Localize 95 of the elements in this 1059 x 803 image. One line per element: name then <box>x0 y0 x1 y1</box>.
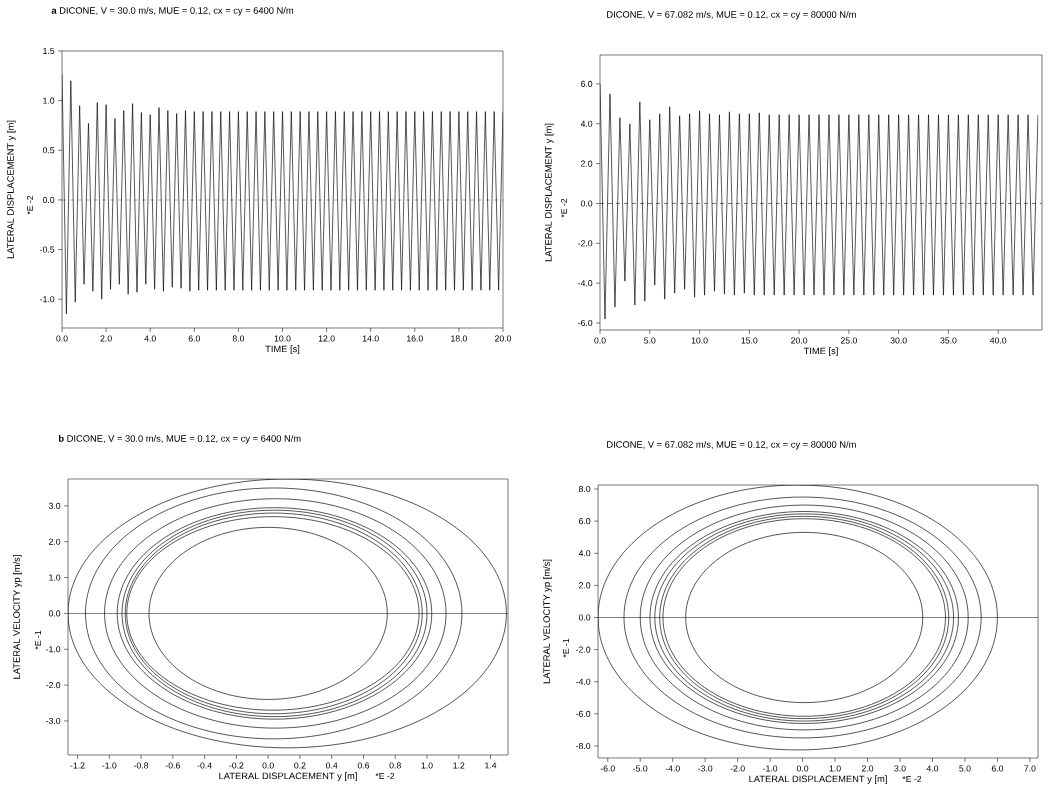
x-tick-label: 16.0 <box>407 335 423 342</box>
x-tick-label: 5.0 <box>959 765 971 772</box>
y-tick-label: 0.5 <box>42 147 55 154</box>
x-axis-title: TIME [s] <box>265 345 300 355</box>
x-tick-label: 1.4 <box>485 762 497 769</box>
x-tick-label: 30.0 <box>890 337 907 344</box>
y-tick-label: -6.0 <box>576 710 591 717</box>
x-axis-title: TIME [s] <box>803 347 838 357</box>
x-tick-label: -6.0 <box>600 765 615 772</box>
x-tick-label: -0.2 <box>229 762 244 769</box>
y-tick-label: 0.0 <box>580 200 593 207</box>
y-tick-label: -1.0 <box>40 296 55 303</box>
x-tick-label: 15.0 <box>741 337 758 344</box>
x-tick-label: -0.8 <box>133 762 149 769</box>
y-axis-title: LATERAL DISPLACEMENT y [m] <box>6 120 16 259</box>
x-tick-label: 35.0 <box>940 337 957 344</box>
x-tick-label: 10.0 <box>274 335 291 342</box>
chart-title: a DICONE, V = 30.0 m/s, MUE = 0.12, cx = cy = 6400 N/m <box>51 6 294 16</box>
chart-title: DICONE, V = 67.082 m/s, MUE = 0.12, cx = cy = 80000 N/m <box>607 10 856 20</box>
x-tick-label: 4.0 <box>144 335 156 342</box>
y-tick-label: -1.0 <box>46 646 61 653</box>
y-tick-label: -4.0 <box>578 280 593 287</box>
y-axis-title: LATERAL VELOCITY yp [m/s] <box>13 555 22 679</box>
text: *E -1 <box>563 638 569 658</box>
x-tick-label: 0.0 <box>594 337 606 344</box>
y-axis-title: LATERAL DISPLACEMENT y [m] <box>544 123 554 262</box>
x-tick-label: 40.0 <box>989 337 1007 344</box>
x-tick-label: 1.2 <box>453 762 465 769</box>
x-tick-label: -0.4 <box>197 762 212 769</box>
text: *E -2 <box>26 195 34 215</box>
x-tick-label: 0.4 <box>326 762 338 769</box>
y-tick-label: 6.0 <box>581 80 593 87</box>
x-tick-label: 20.0 <box>495 335 512 342</box>
x-tick-label: 6.0 <box>188 335 200 342</box>
y-tick-label: 0.0 <box>578 614 591 621</box>
text: *E -2 <box>560 198 568 218</box>
y-tick-label: 3.0 <box>48 502 61 509</box>
x-tick-label: -3.0 <box>698 765 713 772</box>
x-tick-label: 0.6 <box>357 762 370 769</box>
x-tick-label: 0.0 <box>262 762 274 769</box>
y-tick-label: 4.0 <box>580 120 593 127</box>
x-tick-label: 2.0 <box>100 335 112 342</box>
chart-title: b DICONE, V = 30.0 m/s, MUE = 0.12, cx = cy = 6400 N/m <box>58 434 301 444</box>
x-tick-label: 0.8 <box>389 762 401 769</box>
x-tick-label: 5.0 <box>644 337 656 344</box>
x-tick-label: 4.0 <box>926 765 939 772</box>
y-tick-label: 1.0 <box>49 574 61 581</box>
y-tick-label: 1.0 <box>43 97 55 104</box>
x-tick-label: 0.0 <box>56 335 68 342</box>
x-tick-label: -5.0 <box>633 765 648 772</box>
y-tick-label: 2.0 <box>49 538 61 545</box>
x-tick-label: 8.0 <box>232 335 245 342</box>
x-tick-label: -0.6 <box>165 762 180 769</box>
chart-title: DICONE, V = 67.082 m/s, MUE = 0.12, cx = cy = 80000 N/m <box>607 440 856 450</box>
y-tick-label: -3.0 <box>46 717 61 725</box>
x-tick-label: 18.0 <box>451 335 467 342</box>
x-tick-label: 20.0 <box>791 337 808 344</box>
y-tick-label: 2.0 <box>579 582 591 589</box>
x-tick-label: -1.0 <box>102 762 117 769</box>
x-tick-label: -2.0 <box>730 765 745 772</box>
x-tick-label: 0.2 <box>294 762 306 769</box>
x-tick-label: 7.0 <box>1024 765 1036 772</box>
x-tick-label: -1.2 <box>70 762 85 769</box>
x-tick-label: 2.0 <box>861 765 874 772</box>
y-tick-label: 4.0 <box>578 550 591 557</box>
x-tick-label: 10.0 <box>691 337 708 344</box>
x-tick-label: 0.0 <box>796 765 809 772</box>
y-tick-label: -8.0 <box>576 742 591 750</box>
y-tick-label: -2.0 <box>576 646 591 653</box>
x-tick-label: 25.0 <box>840 337 857 344</box>
y-tick-label: -2.0 <box>578 240 593 247</box>
y-axis-title: LATERAL VELOCITY yp [m/s] <box>543 559 552 684</box>
x-tick-label: 6.0 <box>991 765 1004 772</box>
x-axis-title: LATERAL DISPLACEMENT y [m] <box>749 775 887 785</box>
y-tick-label: -2.0 <box>46 682 61 689</box>
x-tick-label: -4.0 <box>665 765 680 772</box>
x-axis-title: LATERAL DISPLACEMENT y [m] <box>219 772 357 782</box>
y-tick-label: -6.0 <box>578 319 593 327</box>
y-tick-label: -4.0 <box>576 678 591 685</box>
y-tick-label: 1.5 <box>43 47 55 55</box>
x-tick-label: 12.0 <box>318 335 335 342</box>
x-tick-label: 1.0 <box>829 765 841 772</box>
y-tick-label: -0.5 <box>40 246 55 253</box>
y-tick-label: 0.0 <box>48 610 61 617</box>
x-tick-label: 1.0 <box>421 762 433 769</box>
y-tick-label: 8.0 <box>578 485 591 493</box>
x-tick-label: 14.0 <box>362 335 379 342</box>
x-tick-label: 3.0 <box>894 765 906 772</box>
y-tick-label: 0.0 <box>42 196 55 203</box>
y-tick-label: 6.0 <box>579 518 591 525</box>
text: *E -2 <box>375 772 395 780</box>
text: *E -2 <box>902 775 922 783</box>
y-tick-label: 2.0 <box>581 160 593 167</box>
x-tick-label: -1.0 <box>763 765 778 772</box>
text: *E -1 <box>35 630 41 650</box>
